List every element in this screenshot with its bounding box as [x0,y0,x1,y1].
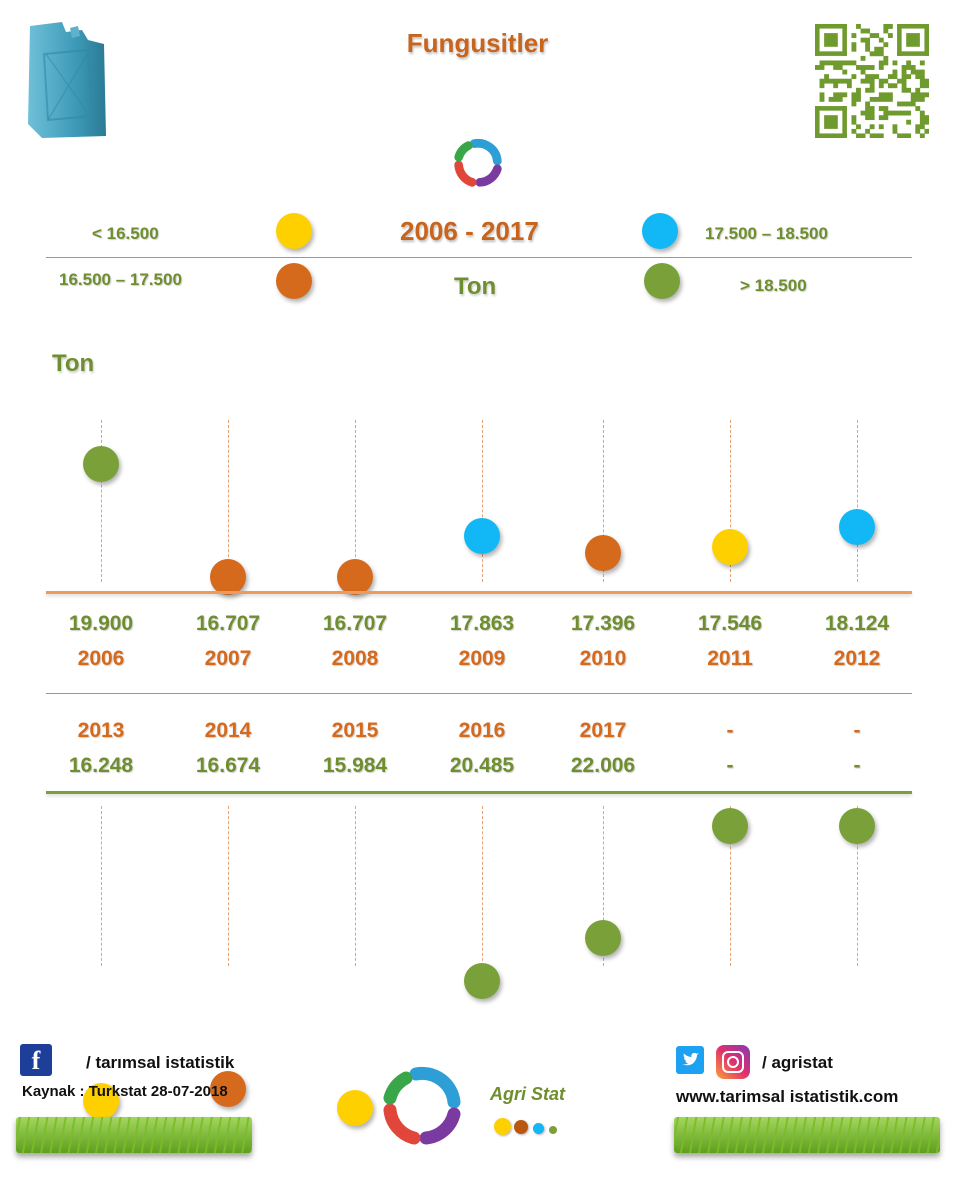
legend-divider [46,257,912,258]
agristat-logo-icon [383,1066,461,1145]
value-label: 20.485 [449,754,515,777]
guide-line [730,806,731,966]
data-point-2006 [83,445,119,482]
value-label: 19.900 [68,612,134,635]
legend-dot-green [644,263,680,299]
agristat-logo-icon [454,138,502,187]
data-point-2016 [464,962,500,999]
year-label: 2011 [707,647,753,670]
data-point-2014 [210,1070,246,1107]
twitter-icon[interactable] [676,1046,704,1074]
data-point-2011 [712,529,748,566]
data-point-2017 [585,919,621,956]
canister-icon [28,22,106,138]
year-label: 2010 [579,647,627,670]
legend-label-1: < 16.500 [92,224,159,243]
year-label: 2012 [833,647,881,670]
value-label: 16.248 [68,754,134,777]
y-axis-label: Ton [52,350,95,377]
year-label: 2008 [331,647,379,670]
value-label: 16.707 [322,612,388,635]
instagram-icon[interactable] [716,1045,750,1079]
bottom-row-divider [46,791,912,794]
guide-line [603,420,604,582]
year-label: 2015 [331,719,379,742]
brand-dot-orange [514,1120,528,1134]
data-point-2012 [839,508,875,545]
grass-left [16,1117,252,1153]
data-point-2015 [337,1090,373,1127]
brand-dot-yellow [494,1118,511,1135]
year-label: - [853,719,861,742]
guide-line [603,806,604,966]
legend-dot-yellow [276,213,312,249]
value-label: 22.006 [570,754,636,777]
facebook-icon[interactable]: f [20,1044,52,1076]
page-title: Fungusitler [406,28,549,58]
year-label: 2017 [579,719,627,742]
legend-label-2: 16.500 – 17.500 [59,270,182,289]
value-label: - [853,754,861,777]
year-label: 2009 [458,647,506,670]
website-link[interactable]: www.tarimsal istatistik.com [676,1087,899,1106]
value-label: 17.863 [449,612,515,635]
value-label: 17.546 [697,612,763,635]
year-label: 2013 [77,719,125,742]
value-label: 17.396 [570,612,636,635]
brand-dot-blue [533,1123,544,1134]
legend-dot-orange [276,263,312,299]
guide-line [355,806,356,966]
legend-dot-blue [642,213,678,249]
guide-line [857,806,858,966]
unit-label: Ton [454,273,497,300]
brand-name: Agri Stat [490,1084,566,1104]
guide-line [228,806,229,966]
period-label: 2006 - 2017 [400,216,539,246]
year-label: 2006 [77,647,125,670]
value-label: 18.124 [824,612,890,635]
data-point-2007 [210,559,246,596]
social-handle[interactable]: / agristat [762,1053,833,1072]
value-label: 16.674 [195,754,261,777]
year-label: 2016 [458,719,506,742]
year-label: 2014 [204,719,252,742]
data-point-empty [839,808,875,844]
value-label: 15.984 [322,754,388,777]
guide-line [857,420,858,582]
guide-line [355,420,356,582]
grass-right [674,1117,940,1153]
data-point-empty [712,808,748,844]
data-point-2013 [83,1082,119,1119]
brand-dot-green [549,1126,557,1134]
guide-line [101,806,102,966]
guide-line [482,420,483,582]
legend-label-3: 17.500 – 18.500 [705,224,828,243]
guide-line [730,420,731,582]
data-point-2010 [585,534,621,571]
value-label: 16.707 [195,612,261,635]
guide-line [228,420,229,582]
year-label: 2007 [204,647,252,670]
value-label: - [726,754,734,777]
guide-line [101,420,102,582]
year-label: - [726,719,734,742]
qr-code-icon [815,24,929,138]
data-point-2009 [464,518,500,555]
source-note: Kaynak : Turkstat 28-07-2018 [22,1083,228,1100]
guide-line [482,806,483,966]
data-point-2008 [337,559,373,596]
row-divider [46,693,912,694]
facebook-handle[interactable]: / tarımsal istatistik [86,1053,235,1072]
legend-label-4: > 18.500 [740,276,807,295]
top-row-divider [46,591,912,594]
